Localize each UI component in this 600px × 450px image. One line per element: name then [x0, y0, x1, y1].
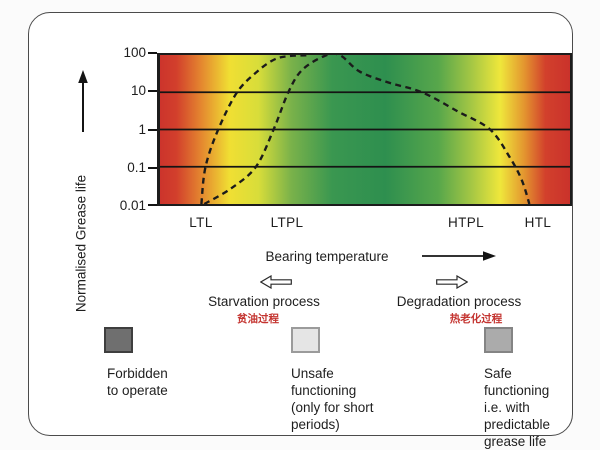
right-arrow-icon — [422, 251, 496, 261]
y-tick-mark — [148, 52, 157, 54]
x-tick-htl: HTL — [524, 215, 552, 230]
plot-canvas — [160, 55, 570, 204]
starvation-process-label-cn: 贫油过程 — [237, 313, 279, 325]
legend-swatch-forbidden — [104, 327, 133, 353]
bell-life-curve — [203, 55, 531, 204]
x-tick-ltl: LTL — [189, 215, 213, 230]
legend-swatch-unsafe — [291, 327, 320, 353]
y-tick-1: 1 — [138, 122, 146, 137]
legend-caption-unsafe: Unsafe functioning (only for short perio… — [291, 366, 374, 432]
y-tick-mark — [148, 204, 157, 206]
degradation-process-label-cn: 热老化过程 — [449, 313, 503, 325]
legend-caption-forbidden: Forbidden to operate — [107, 366, 168, 398]
left-hollow-arrow-icon — [260, 275, 292, 289]
y-tick-mark — [148, 90, 157, 92]
y-tick-mark — [148, 167, 157, 169]
y-tick-mark — [148, 129, 157, 131]
y-tick-10: 10 — [130, 83, 146, 98]
y-axis-label: Normalised Grease life — [73, 174, 89, 313]
figure-frame: Normalised Grease life 100 10 1 0.1 0.01… — [28, 12, 573, 449]
y-tick-0-1: 0.1 — [127, 160, 146, 175]
starvation-process-label: Starvation process — [208, 294, 320, 309]
grease-life-plot — [157, 53, 572, 206]
y-tick-100: 100 — [123, 45, 146, 60]
steep-life-curve — [200, 55, 311, 204]
right-hollow-arrow-icon — [436, 275, 468, 289]
up-arrow-icon — [78, 70, 88, 132]
degradation-process-label: Degradation process — [396, 294, 522, 309]
legend-swatch-safe — [484, 327, 513, 353]
x-tick-ltpl: LTPL — [270, 215, 304, 230]
x-axis-label: Bearing temperature — [265, 249, 389, 264]
x-tick-htpl: HTPL — [447, 215, 485, 230]
legend-caption-safe: Safe functioning i.e. with predictable g… — [484, 366, 551, 449]
y-tick-0-01: 0.01 — [119, 198, 146, 213]
